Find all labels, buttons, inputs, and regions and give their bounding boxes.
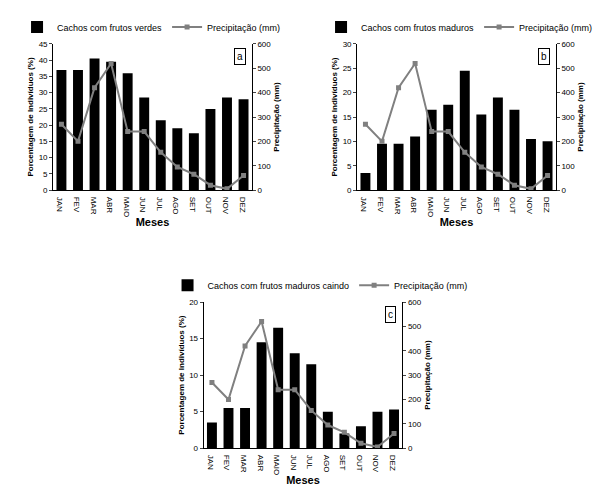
svg-text:500: 500	[257, 64, 271, 73]
svg-text:0: 0	[43, 186, 48, 195]
svg-text:15: 15	[343, 113, 352, 122]
svg-text:200: 200	[408, 395, 422, 404]
svg-text:300: 300	[561, 113, 575, 122]
svg-text:Meses: Meses	[286, 474, 320, 486]
svg-text:JUL: JUL	[305, 455, 314, 470]
svg-text:0: 0	[561, 186, 566, 195]
svg-text:5: 5	[43, 170, 48, 179]
svg-text:DEZ: DEZ	[542, 197, 551, 213]
svg-text:JUN: JUN	[138, 197, 147, 213]
svg-text:15: 15	[39, 137, 48, 146]
svg-text:600: 600	[561, 40, 575, 49]
svg-text:200: 200	[561, 137, 575, 146]
svg-text:DEZ: DEZ	[238, 197, 247, 213]
svg-text:JAN: JAN	[206, 455, 215, 470]
svg-text:600: 600	[257, 40, 271, 49]
svg-text:JAN: JAN	[55, 197, 64, 212]
svg-text:a: a	[237, 51, 243, 62]
svg-text:100: 100	[257, 162, 271, 171]
svg-text:Precipitação (mm): Precipitação (mm)	[423, 340, 432, 410]
svg-text:MAR: MAR	[393, 197, 402, 215]
svg-text:AGO: AGO	[171, 197, 180, 215]
svg-text:0: 0	[257, 186, 262, 195]
svg-text:OUT: OUT	[508, 197, 517, 214]
svg-text:400: 400	[561, 88, 575, 97]
svg-text:MAIO: MAIO	[426, 197, 435, 217]
svg-text:20: 20	[343, 88, 352, 97]
svg-text:Precipitação (mm): Precipitação (mm)	[394, 281, 467, 291]
svg-text:200: 200	[257, 137, 271, 146]
svg-text:NOV: NOV	[371, 455, 380, 473]
svg-text:400: 400	[257, 88, 271, 97]
svg-text:OUT: OUT	[355, 455, 364, 472]
svg-text:FEV: FEV	[376, 197, 385, 213]
svg-text:Porcentagem de Indivíduos (%): Porcentagem de Indivíduos (%)	[330, 57, 339, 176]
svg-text:0: 0	[347, 186, 352, 195]
svg-text:SET: SET	[338, 455, 347, 471]
svg-text:AGO: AGO	[475, 197, 484, 215]
svg-text:5: 5	[347, 162, 352, 171]
svg-text:SET: SET	[492, 197, 501, 213]
svg-text:JUL: JUL	[155, 197, 164, 212]
svg-text:10: 10	[39, 153, 48, 162]
svg-text:b: b	[541, 51, 547, 62]
svg-text:Precipitação (mm): Precipitação (mm)	[576, 82, 585, 152]
svg-text:JUN: JUN	[289, 455, 298, 471]
svg-text:5: 5	[194, 407, 199, 416]
svg-text:30: 30	[39, 88, 48, 97]
svg-text:NOV: NOV	[525, 197, 534, 215]
svg-text:MAIO: MAIO	[272, 455, 281, 475]
svg-text:Cachos com frutos verdes: Cachos com frutos verdes	[57, 23, 162, 33]
svg-text:Porcentagem de Indivíduos (%): Porcentagem de Indivíduos (%)	[26, 57, 35, 176]
svg-text:ABR: ABR	[105, 197, 114, 214]
svg-text:Porcentagem de Indivíduos (%): Porcentagem de Indivíduos (%)	[177, 315, 186, 434]
svg-text:JUL: JUL	[459, 197, 468, 212]
svg-text:500: 500	[561, 64, 575, 73]
svg-text:Precipitação (mm): Precipitação (mm)	[207, 23, 280, 33]
svg-text:MAIO: MAIO	[122, 197, 131, 217]
svg-text:35: 35	[39, 72, 48, 81]
svg-text:25: 25	[39, 105, 48, 114]
svg-text:Meses: Meses	[136, 216, 170, 228]
svg-text:MAR: MAR	[239, 455, 248, 473]
svg-text:ABR: ABR	[256, 455, 265, 472]
svg-text:SET: SET	[188, 197, 197, 213]
svg-text:OUT: OUT	[204, 197, 213, 214]
svg-text:100: 100	[408, 420, 422, 429]
svg-text:45: 45	[39, 40, 48, 49]
svg-text:600: 600	[408, 298, 422, 307]
svg-text:c: c	[388, 309, 393, 320]
svg-text:FEV: FEV	[72, 197, 81, 213]
svg-text:15: 15	[189, 334, 198, 343]
svg-text:Cachos com frutos maduros cain: Cachos com frutos maduros caindo	[208, 281, 350, 291]
svg-text:Precipitação (mm): Precipitação (mm)	[272, 82, 281, 152]
svg-text:25: 25	[343, 64, 352, 73]
svg-text:300: 300	[257, 113, 271, 122]
svg-text:Cachos com frutos maduros: Cachos com frutos maduros	[361, 23, 474, 33]
svg-text:400: 400	[408, 347, 422, 356]
svg-text:AGO: AGO	[322, 455, 331, 473]
svg-text:JUN: JUN	[442, 197, 451, 213]
svg-text:10: 10	[189, 371, 198, 380]
svg-text:30: 30	[343, 40, 352, 49]
svg-text:DEZ: DEZ	[388, 455, 397, 471]
svg-text:100: 100	[561, 162, 575, 171]
svg-text:40: 40	[39, 56, 48, 65]
svg-text:Meses: Meses	[440, 216, 474, 228]
svg-text:ABR: ABR	[409, 197, 418, 214]
svg-text:NOV: NOV	[221, 197, 230, 215]
svg-text:JAN: JAN	[359, 197, 368, 212]
svg-text:Precipitação (mm): Precipitação (mm)	[519, 23, 592, 33]
svg-text:FEV: FEV	[222, 455, 231, 471]
svg-text:MAR: MAR	[89, 197, 98, 215]
svg-text:300: 300	[408, 371, 422, 380]
svg-text:0: 0	[408, 444, 413, 453]
svg-text:20: 20	[189, 298, 198, 307]
svg-text:0: 0	[194, 444, 199, 453]
svg-text:20: 20	[39, 121, 48, 130]
svg-text:500: 500	[408, 322, 422, 331]
svg-text:10: 10	[343, 137, 352, 146]
